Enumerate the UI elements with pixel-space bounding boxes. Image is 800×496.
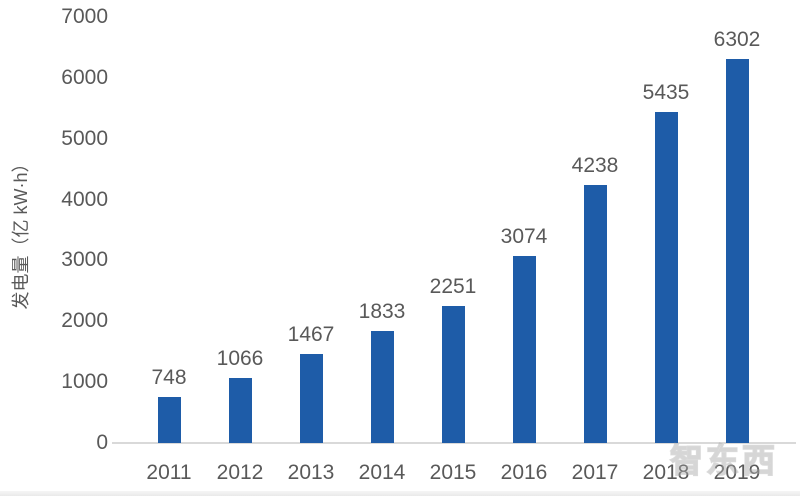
x-tick-label: 2013 (287, 461, 335, 484)
bar-value-label: 3074 (500, 225, 548, 248)
x-tick-label: 2017 (571, 461, 619, 484)
bar-value-label: 4238 (571, 154, 619, 177)
x-tick-label: 2014 (358, 461, 406, 484)
bar-value-label: 1066 (216, 347, 264, 370)
y-tick-label: 3000 (61, 248, 108, 271)
x-tick-label: 2012 (216, 461, 264, 484)
y-tick-label: 1000 (61, 370, 108, 393)
bar-2019 (726, 59, 749, 443)
x-axis-line (112, 442, 796, 444)
bar-value-label: 5435 (642, 81, 690, 104)
bottom-edge-strip (0, 491, 800, 496)
bar-value-label: 1833 (358, 300, 406, 323)
y-tick-label: 5000 (61, 127, 108, 150)
y-axis-title: 发电量（亿 kW·h） (11, 154, 31, 310)
bar-2017 (584, 185, 607, 443)
x-tick-label: 2016 (500, 461, 548, 484)
y-tick-label: 7000 (61, 5, 108, 28)
bar-2012 (229, 378, 252, 443)
bar-2015 (442, 306, 465, 443)
bar-2018 (655, 112, 678, 443)
y-tick-label: 2000 (61, 309, 108, 332)
y-tick-label: 0 (96, 431, 108, 454)
bar-value-label: 6302 (713, 28, 761, 51)
y-tick-label: 4000 (61, 188, 108, 211)
x-tick-label: 2019 (713, 461, 761, 484)
bar-2014 (371, 331, 394, 443)
bar-value-label: 748 (151, 366, 187, 389)
x-tick-label: 2018 (642, 461, 690, 484)
y-tick-label: 6000 (61, 66, 108, 89)
x-tick-label: 2011 (146, 461, 192, 484)
bar-value-label: 1467 (287, 323, 335, 346)
bar-2011 (158, 397, 181, 443)
bar-2016 (513, 256, 536, 443)
bar-2013 (300, 354, 323, 443)
bar-value-label: 2251 (429, 275, 477, 298)
x-tick-label: 2015 (429, 461, 477, 484)
